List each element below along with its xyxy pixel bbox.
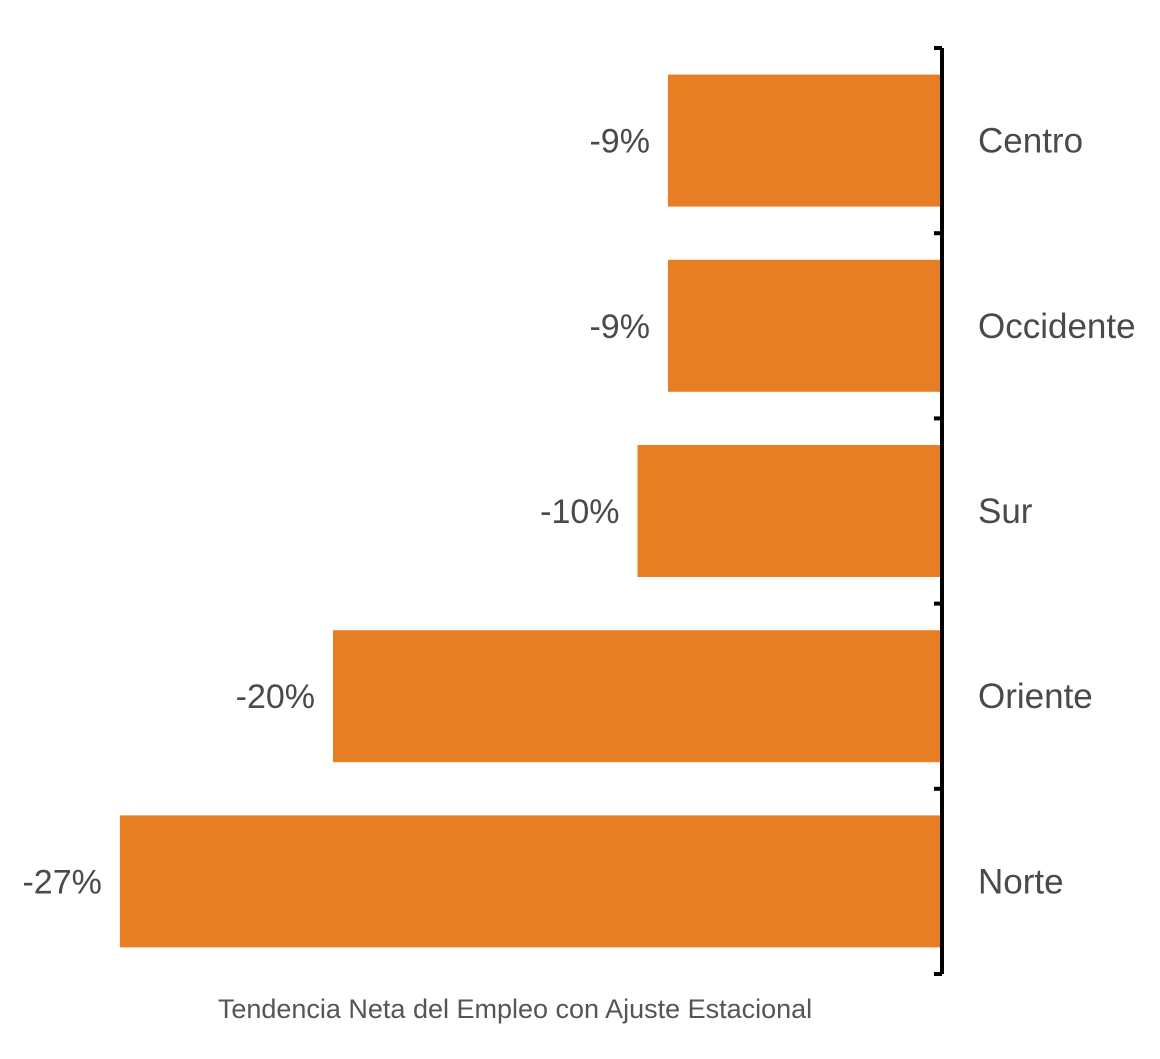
value-label-centro: -9%: [589, 123, 649, 161]
category-label-norte: Norte: [978, 862, 1064, 901]
y-axis-ticks-group: [934, 46, 942, 976]
bar-centro: [667, 74, 942, 207]
category-labels-group: Centro Occidente Sur Oriente Norte: [978, 122, 1136, 902]
value-label-sur: -10%: [540, 493, 619, 531]
x-axis-label: Tendencia Neta del Empleo con Ajuste Est…: [218, 994, 812, 1024]
category-label-centro: Centro: [978, 122, 1083, 161]
bar-oriente: [333, 630, 942, 763]
bar-occidente: [667, 259, 942, 392]
category-label-occidente: Occidente: [978, 307, 1136, 346]
category-label-sur: Sur: [978, 492, 1033, 531]
value-label-oriente: -20%: [236, 678, 315, 716]
value-label-occidente: -9%: [589, 308, 649, 346]
category-label-oriente: Oriente: [978, 677, 1093, 716]
bar-norte: [119, 815, 943, 948]
value-labels-group: -9% -9% -10% -20% -27%: [22, 123, 649, 902]
value-label-norte: -27%: [22, 863, 101, 901]
bars-group: [119, 74, 943, 948]
bar-sur: [637, 445, 942, 577]
